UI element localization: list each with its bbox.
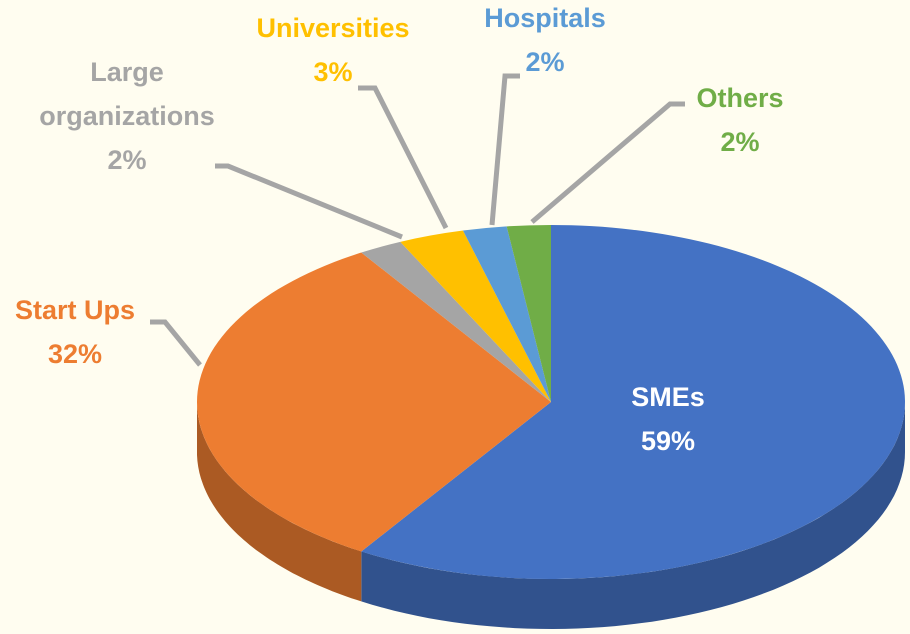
pie-sides [197, 402, 905, 629]
value-label: 2% [525, 47, 565, 77]
slice-side [197, 402, 362, 602]
category-label: Start Ups [14, 295, 136, 325]
data-label: SMEs 59% [568, 375, 768, 463]
leader-line [358, 85, 449, 230]
data-label: Start Ups 32% [0, 288, 155, 376]
leader-line [215, 163, 403, 240]
value-label: 2% [720, 127, 760, 157]
slice [506, 225, 551, 402]
value-label: 32% [47, 339, 103, 369]
value-label: 59% [640, 426, 696, 456]
slice [196, 252, 551, 552]
category-label: Others [696, 83, 784, 113]
leader-line [530, 101, 685, 224]
leader-line [150, 319, 202, 367]
leader-lines [150, 73, 685, 367]
slice [400, 230, 551, 402]
category-label: SMEs [631, 382, 705, 412]
value-label: 3% [313, 57, 353, 87]
data-label: Others 2% [660, 76, 820, 164]
category-label: Large organizations [39, 57, 215, 131]
data-label: Large organizations 2% [12, 50, 242, 182]
slice [462, 226, 551, 402]
slice [361, 241, 551, 402]
category-label: Universities [256, 13, 410, 43]
leader-line [489, 73, 520, 226]
slice-side [361, 402, 905, 629]
slice [361, 225, 906, 579]
category-label: Hospitals [484, 3, 606, 33]
data-label: Hospitals 2% [445, 0, 645, 84]
pie-top [196, 225, 906, 579]
value-label: 2% [107, 145, 147, 175]
data-label: Universities 3% [223, 6, 443, 94]
